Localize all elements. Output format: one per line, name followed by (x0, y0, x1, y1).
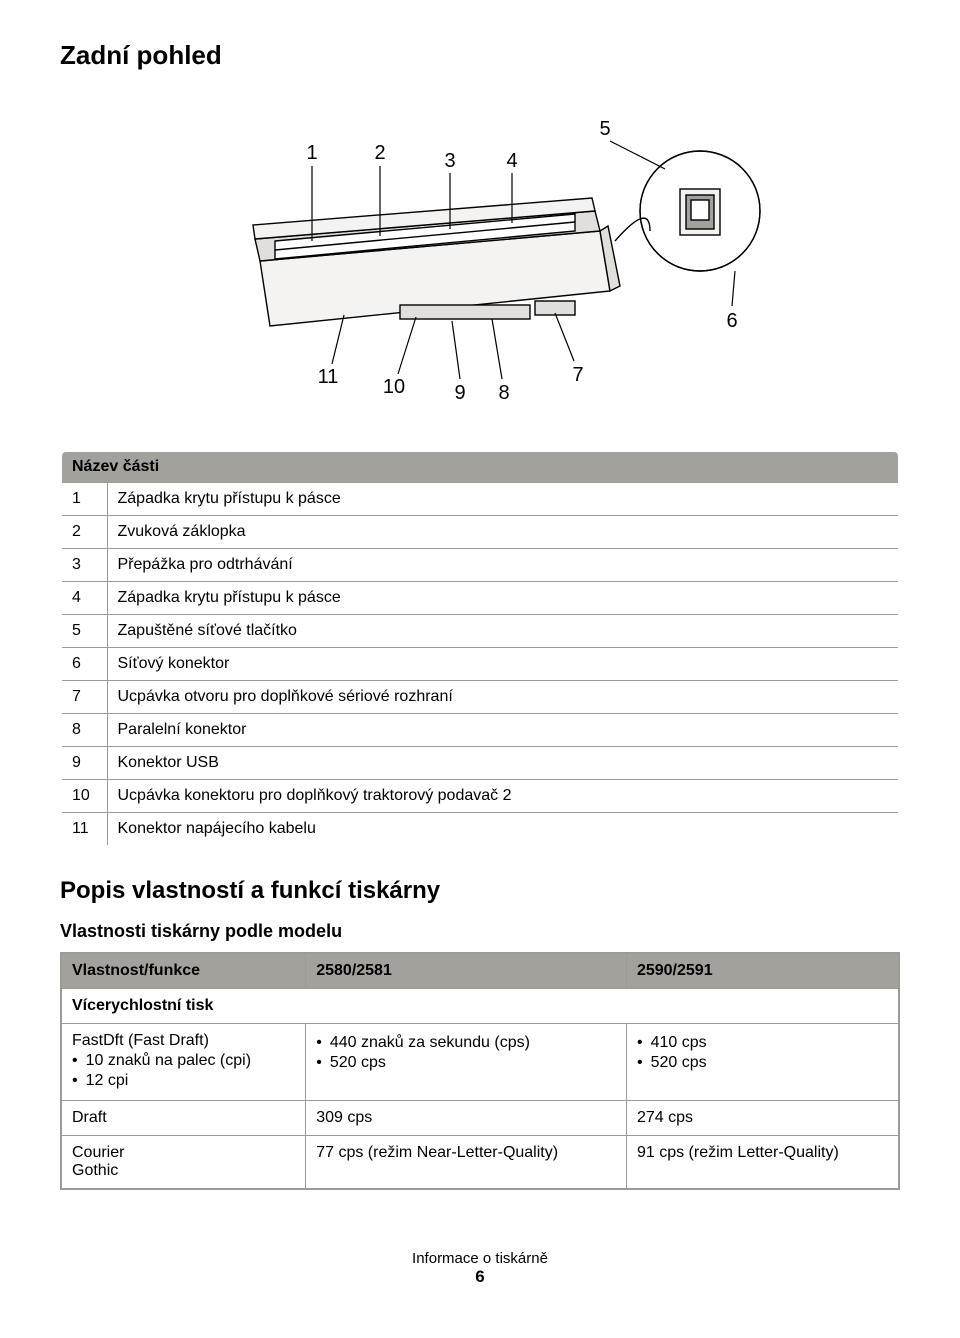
feat-0-c3-b0: 410 cps (637, 1034, 888, 1052)
part-label: Přepážka pro odtrhávání (107, 549, 899, 582)
footer-page-number: 6 (60, 1267, 900, 1287)
part-label: Konektor USB (107, 747, 899, 780)
table-row: 4Západka krytu přístupu k pásce (61, 582, 899, 615)
feat-0-c2-b0: 440 znaků za sekundu (cps) (316, 1034, 616, 1052)
diagram-label-11: 11 (318, 366, 339, 388)
parts-table: Název části 1Západka krytu přístupu k pá… (60, 450, 900, 847)
table-row: 8Paralelní konektor (61, 714, 899, 747)
table-row: 10Ucpávka konektoru pro doplňkový trakto… (61, 780, 899, 813)
diagram-label-9: 9 (454, 382, 465, 404)
feat-header-2: 2590/2591 (626, 953, 899, 989)
table-row: 2Zvuková záklopka (61, 516, 899, 549)
diagram-label-4: 4 (506, 150, 517, 172)
part-label: Konektor napájecího kabelu (107, 813, 899, 847)
table-row: 11Konektor napájecího kabelu (61, 813, 899, 847)
part-number: 7 (61, 681, 107, 714)
part-number: 10 (61, 780, 107, 813)
part-label: Západka krytu přístupu k pásce (107, 483, 899, 516)
part-label: Zapuštěné síťové tlačítko (107, 615, 899, 648)
diagram-label-3: 3 (444, 150, 455, 172)
part-label: Ucpávka otvoru pro doplňkové sériové roz… (107, 681, 899, 714)
feat-mode-2-l1: Gothic (72, 1162, 295, 1180)
part-number: 3 (61, 549, 107, 582)
feat-mode-0-b1: 12 cpi (72, 1072, 295, 1090)
part-label: Ucpávka konektoru pro doplňkový traktoro… (107, 780, 899, 813)
diagram-label-5: 5 (599, 118, 610, 140)
diagram-label-6: 6 (726, 310, 737, 332)
diagram-label-10: 10 (383, 376, 405, 398)
table-row: Draft 309 cps 274 cps (61, 1101, 899, 1136)
feat-2-c2: 77 cps (režim Near-Letter-Quality) (306, 1136, 627, 1190)
diagram-label-2: 2 (374, 142, 385, 164)
part-number: 1 (61, 483, 107, 516)
feat-mode-2-l0: Courier (72, 1144, 295, 1162)
part-label: Západka krytu přístupu k pásce (107, 582, 899, 615)
part-number: 4 (61, 582, 107, 615)
part-label: Zvuková záklopka (107, 516, 899, 549)
part-number: 9 (61, 747, 107, 780)
part-number: 5 (61, 615, 107, 648)
page-title: Zadní pohled (60, 40, 900, 71)
feat-mode-0-b0: 10 znaků na palec (cpi) (72, 1052, 295, 1070)
feat-section-label: Vícerychlostní tisk (61, 989, 899, 1024)
feat-mode-1: Draft (61, 1101, 306, 1136)
section-heading-popis: Popis vlastností a funkcí tiskárny (60, 877, 900, 905)
footer-text: Informace o tiskárně (60, 1250, 900, 1267)
rear-view-diagram: 1 2 3 4 5 6 7 8 9 10 11 (60, 91, 900, 426)
table-row: FastDft (Fast Draft) 10 znaků na palec (… (61, 1024, 899, 1101)
table-row: 5Zapuštěné síťové tlačítko (61, 615, 899, 648)
table-row: 6Síťový konektor (61, 648, 899, 681)
section-subheading-vlastnosti: Vlastnosti tiskárny podle modelu (60, 921, 900, 942)
part-number: 6 (61, 648, 107, 681)
features-table: Vlastnost/funkce 2580/2581 2590/2591 Víc… (60, 952, 900, 1190)
feat-0-c3-b1: 520 cps (637, 1054, 888, 1072)
part-number: 2 (61, 516, 107, 549)
table-row: 1Západka krytu přístupu k pásce (61, 483, 899, 516)
table-row: 9Konektor USB (61, 747, 899, 780)
table-row: 7Ucpávka otvoru pro doplňkové sériové ro… (61, 681, 899, 714)
feat-2-c3: 91 cps (režim Letter-Quality) (626, 1136, 899, 1190)
table-row: 3Přepážka pro odtrhávání (61, 549, 899, 582)
feat-1-c3: 274 cps (626, 1101, 899, 1136)
feat-header-1: 2580/2581 (306, 953, 627, 989)
part-label: Paralelní konektor (107, 714, 899, 747)
part-label: Síťový konektor (107, 648, 899, 681)
page-footer: Informace o tiskárně 6 (60, 1250, 900, 1287)
feat-mode-0: FastDft (Fast Draft) (72, 1032, 295, 1050)
parts-table-header: Název části (61, 451, 899, 483)
feat-1-c2: 309 cps (306, 1101, 627, 1136)
diagram-label-8: 8 (498, 382, 509, 404)
part-number: 8 (61, 714, 107, 747)
table-row: Courier Gothic 77 cps (režim Near-Letter… (61, 1136, 899, 1190)
feat-header-0: Vlastnost/funkce (61, 953, 306, 989)
part-number: 11 (61, 813, 107, 847)
feat-0-c2-b1: 520 cps (316, 1054, 616, 1072)
diagram-label-7: 7 (572, 364, 583, 386)
diagram-label-1: 1 (306, 142, 317, 164)
